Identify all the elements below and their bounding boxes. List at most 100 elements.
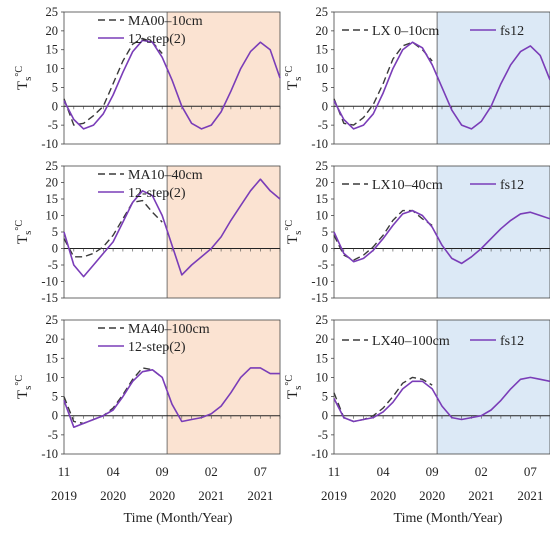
y-tick-label: -5	[318, 428, 328, 442]
series-line-observed	[333, 376, 433, 423]
plot-frame	[333, 11, 550, 145]
y-axis-label-subscript: s	[292, 77, 304, 81]
y-axis-label: Ts°C	[14, 220, 34, 244]
y-axis-label-symbol: T	[15, 81, 31, 90]
series-line-simulated	[333, 41, 550, 130]
series-line-observed	[63, 37, 163, 126]
y-tick-label: 10	[316, 62, 329, 76]
y-tick-label: 10	[46, 62, 59, 76]
y-axis-label-subscript: s	[292, 386, 304, 390]
y-axis-label: Ts°C	[284, 375, 304, 399]
y-tick-label: 20	[316, 332, 329, 346]
y-tick-label: 15	[316, 351, 329, 365]
forecast-shaded-region	[167, 320, 280, 454]
y-tick-label: 20	[316, 176, 329, 190]
legend-label: MA10–40cm	[128, 168, 203, 183]
legend-label: 12-step(2)	[128, 186, 186, 201]
y-tick-label: 15	[46, 351, 59, 365]
chart-panel-left-1: -10 -5 0 5 10 15 20 25 Ts°C MA00–10cm 12-step(2)	[14, 5, 281, 151]
y-axis-label-unit: °C	[14, 375, 25, 386]
x-tick-year: 2020	[419, 488, 445, 503]
x-tick-month: 04	[377, 464, 391, 479]
forecast-shaded-region	[437, 12, 550, 144]
series-line-observed	[333, 41, 433, 126]
y-tick-label: 25	[46, 313, 59, 327]
x-tick-year: 2020	[149, 488, 175, 503]
y-tick-label: 20	[316, 24, 329, 38]
y-axis-label-unit: °C	[14, 66, 25, 77]
y-tick-label: 15	[316, 192, 329, 206]
x-tick-year: 2020	[100, 488, 126, 503]
y-tick-label: 5	[52, 80, 58, 94]
x-tick-year: 2019	[51, 488, 77, 503]
plot-frame	[333, 319, 550, 455]
x-axis-label: Time (Month/Year)	[394, 511, 503, 526]
y-tick-label: 25	[316, 159, 329, 173]
x-axis-label: Time (Month/Year)	[124, 511, 233, 526]
x-tick-month: 02	[205, 464, 218, 479]
series-line-observed	[333, 209, 433, 261]
y-axis-label-unit: °C	[284, 375, 295, 386]
chart-panel-left-2: -15 -10 -5 0 5 10 15 20 25 Ts°C MA10–40cm 12-step(2…	[14, 159, 281, 305]
y-axis-label-symbol: T	[285, 235, 301, 244]
x-tick-month: 07	[524, 464, 538, 479]
series-line-simulated	[63, 367, 280, 429]
y-tick-label: -5	[318, 118, 328, 132]
y-tick-label: 10	[316, 209, 329, 223]
y-axis-label-symbol: T	[15, 390, 31, 399]
y-tick-label: -10	[311, 137, 328, 151]
y-tick-label: 5	[52, 225, 58, 239]
forecast-shaded-region	[167, 12, 280, 144]
y-axis-label-symbol: T	[285, 81, 301, 90]
x-tick-year: 2021	[468, 488, 494, 503]
legend-label: fs12	[500, 178, 524, 193]
y-tick-label: 5	[322, 80, 328, 94]
series-line-simulated	[63, 178, 281, 278]
y-axis-label: Ts°C	[284, 66, 304, 90]
y-tick-label: -5	[318, 258, 328, 272]
x-tick-year: 2021	[517, 488, 543, 503]
y-tick-label: 10	[46, 370, 59, 384]
legend-label: fs12	[500, 24, 524, 39]
y-tick-label: 10	[316, 370, 329, 384]
y-tick-label: 0	[52, 99, 58, 113]
legend-label: LX 0–10cm	[372, 24, 439, 39]
y-tick-label: 20	[46, 24, 59, 38]
y-tick-label: 5	[52, 390, 58, 404]
x-tick-month: 11	[58, 464, 71, 479]
y-tick-label: 0	[322, 99, 328, 113]
y-axis-label: Ts°C	[14, 66, 34, 90]
series-line-simulated	[333, 376, 550, 423]
y-axis-label-subscript: s	[292, 231, 304, 235]
y-axis-label-unit: °C	[14, 220, 25, 231]
y-axis-label-subscript: s	[22, 77, 34, 81]
forecast-shaded-region	[437, 320, 550, 454]
y-tick-label: -15	[311, 291, 328, 305]
y-tick-label: 5	[322, 390, 328, 404]
y-axis-label-unit: °C	[284, 220, 295, 231]
legend-label: MA00–10cm	[128, 14, 203, 29]
chart-panel-right-1: -10 -5 0 5 10 15 20 25 Ts°C LX 0–10cm fs12	[284, 5, 550, 151]
y-tick-label: 0	[52, 409, 58, 423]
y-tick-label: 0	[322, 242, 328, 256]
y-tick-label: 10	[46, 209, 59, 223]
y-axis-label-symbol: T	[285, 390, 301, 399]
y-tick-label: 25	[46, 5, 59, 19]
y-tick-label: 15	[46, 43, 59, 57]
y-tick-label: 20	[46, 176, 59, 190]
y-tick-label: 20	[46, 332, 59, 346]
y-tick-label: 0	[52, 242, 58, 256]
y-tick-label: -10	[311, 447, 328, 461]
y-tick-label: -15	[41, 291, 58, 305]
legend-label: LX10–40cm	[372, 178, 443, 193]
y-tick-label: -10	[41, 137, 58, 151]
y-tick-label: 0	[322, 409, 328, 423]
y-axis-label-symbol: T	[15, 235, 31, 244]
y-tick-label: -5	[48, 258, 58, 272]
x-tick-year: 2021	[198, 488, 224, 503]
y-tick-label: 15	[316, 43, 329, 57]
y-tick-label: 15	[46, 192, 59, 206]
series-line-observed	[63, 199, 163, 258]
x-tick-month: 02	[475, 464, 488, 479]
